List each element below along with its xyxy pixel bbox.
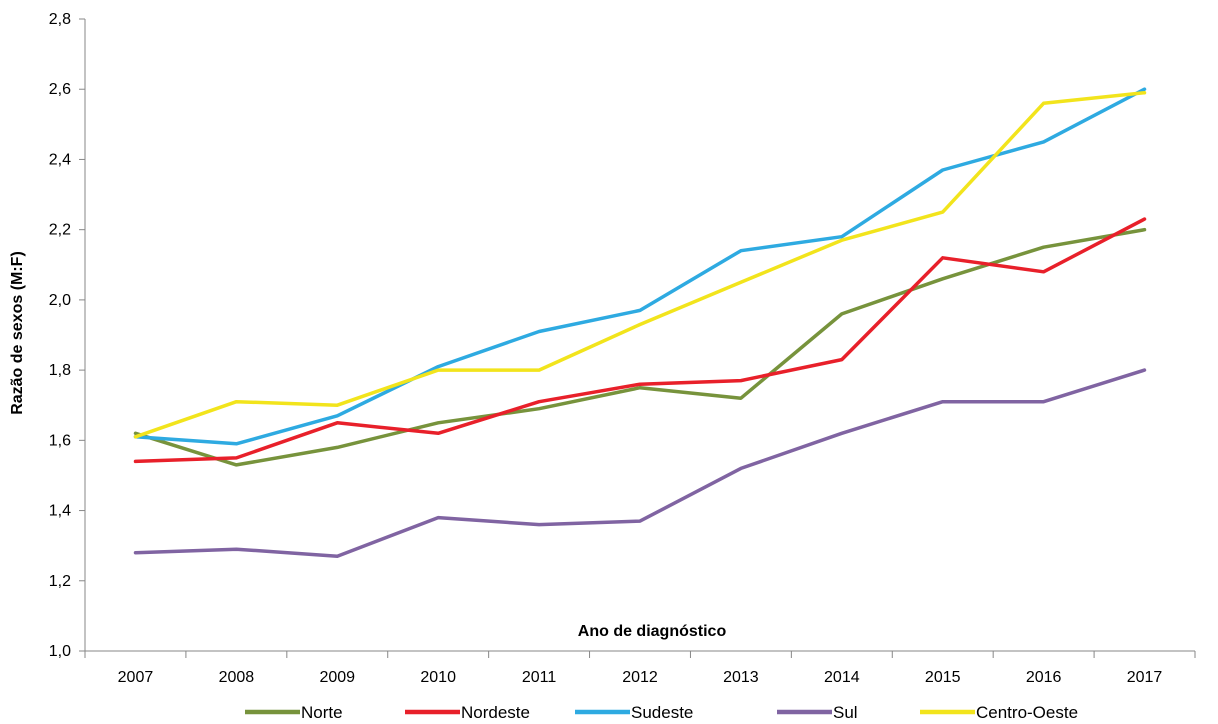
x-tick-label: 2015 <box>925 669 961 686</box>
series-line-norte <box>133 227 1147 467</box>
y-tick-label: 2,6 <box>49 81 71 98</box>
series-line-sudeste <box>133 87 1147 446</box>
y-tick-label: 2,0 <box>49 292 71 309</box>
legend-label-sul: Sul <box>833 703 858 722</box>
x-tick-label: 2010 <box>420 669 456 686</box>
legend-label-sudeste: Sudeste <box>631 703 693 722</box>
axes <box>84 19 1195 652</box>
y-tick-label: 1,0 <box>49 643 71 660</box>
x-tick-label: 2007 <box>118 669 154 686</box>
y-axis-ticks: 1,0 1,2 1,4 1,6 1,8 2,0 2,2 2,4 2,6 2,8 <box>49 11 85 660</box>
y-tick-label: 1,4 <box>49 503 71 520</box>
x-tick-label: 2012 <box>622 669 658 686</box>
x-tick-label: 2014 <box>824 669 860 686</box>
series-line-sul <box>133 368 1147 558</box>
legend: Norte Nordeste Sudeste Sul Centro-Oeste <box>245 703 1078 722</box>
y-tick-label: 1,6 <box>49 432 71 449</box>
x-axis-title: Ano de diagnóstico <box>578 623 727 640</box>
series-line-nordeste <box>133 217 1147 464</box>
y-tick-label: 1,8 <box>49 362 71 379</box>
x-tick-label: 2013 <box>723 669 759 686</box>
x-tick-label: 2017 <box>1127 669 1163 686</box>
y-axis-title: Razão de sexos (M:F) <box>9 251 26 415</box>
x-tick-label: 2016 <box>1026 669 1062 686</box>
x-tick-label: 2008 <box>219 669 255 686</box>
series-lines <box>133 87 1147 558</box>
x-axis-ticks: 2007 2008 2009 2010 2011 2012 2013 2014 2015 2016… <box>84 651 1196 686</box>
y-tick-label: 2,2 <box>49 222 71 239</box>
legend-label-norte: Norte <box>301 703 343 722</box>
y-tick-label: 2,8 <box>49 11 71 28</box>
x-tick-label: 2009 <box>319 669 355 686</box>
y-tick-label: 1,2 <box>49 573 71 590</box>
series-line-centro-oeste <box>133 90 1147 439</box>
y-tick-label: 2,4 <box>49 151 71 168</box>
x-tick-label: 2011 <box>522 669 557 686</box>
legend-label-centro-oeste: Centro-Oeste <box>976 703 1078 722</box>
legend-label-nordeste: Nordeste <box>461 703 530 722</box>
